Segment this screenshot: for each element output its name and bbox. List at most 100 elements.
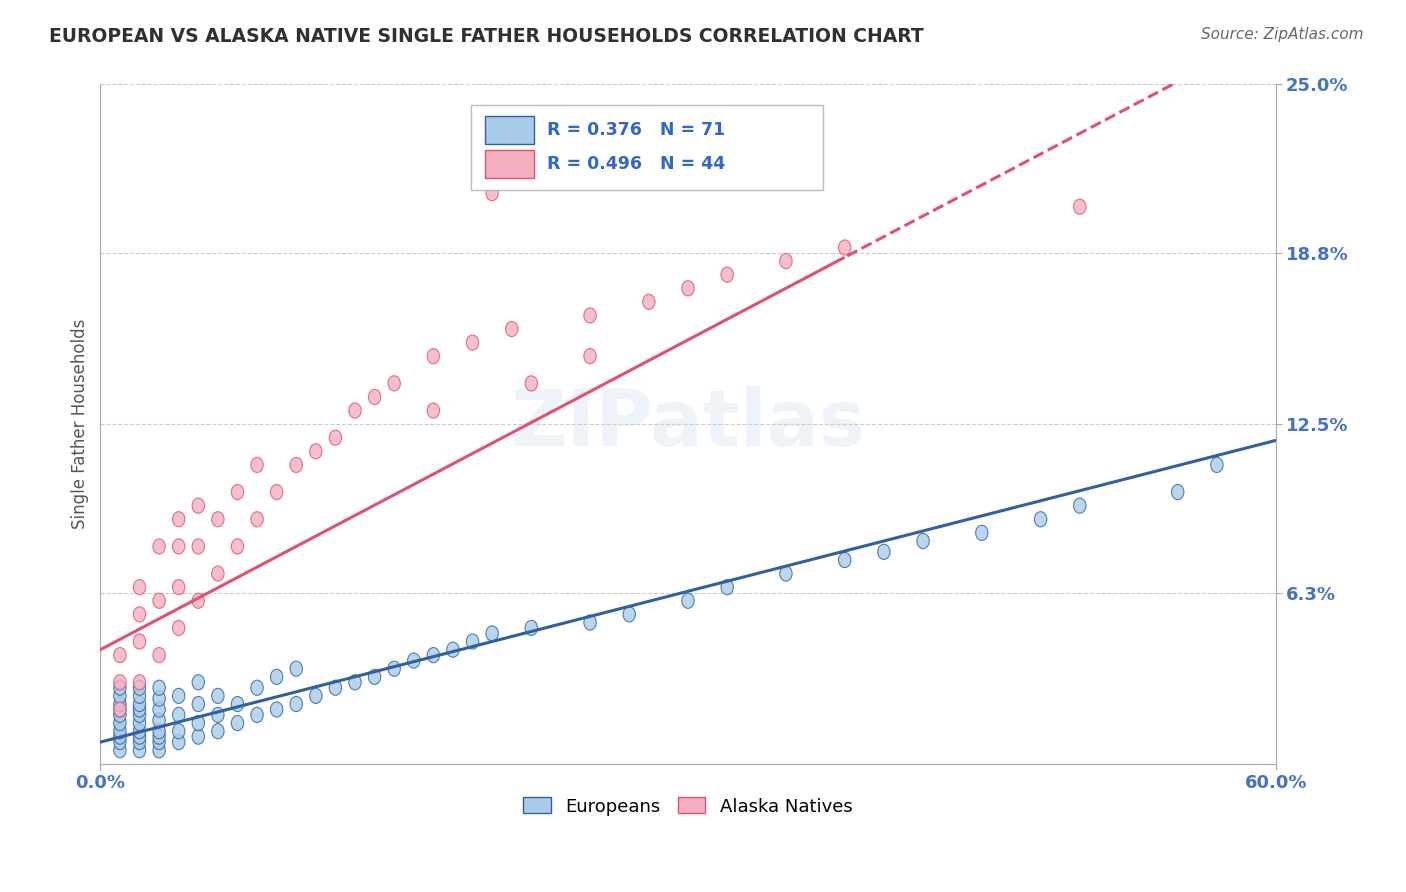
Ellipse shape [114, 743, 127, 758]
Ellipse shape [114, 702, 127, 717]
Ellipse shape [153, 734, 166, 749]
Ellipse shape [173, 539, 186, 554]
Ellipse shape [780, 253, 792, 268]
Ellipse shape [309, 689, 322, 704]
Ellipse shape [309, 443, 322, 458]
Ellipse shape [250, 458, 263, 473]
Ellipse shape [134, 689, 146, 704]
Ellipse shape [838, 552, 851, 567]
Ellipse shape [231, 697, 243, 712]
Ellipse shape [721, 267, 734, 282]
Ellipse shape [153, 593, 166, 608]
Ellipse shape [193, 593, 204, 608]
Ellipse shape [153, 713, 166, 728]
Ellipse shape [134, 697, 146, 712]
Ellipse shape [114, 723, 127, 739]
Ellipse shape [583, 349, 596, 364]
Ellipse shape [721, 580, 734, 595]
Ellipse shape [193, 498, 204, 513]
Ellipse shape [290, 661, 302, 676]
Ellipse shape [212, 566, 224, 582]
Ellipse shape [153, 723, 166, 739]
Ellipse shape [349, 674, 361, 690]
Ellipse shape [917, 533, 929, 549]
Ellipse shape [583, 615, 596, 630]
Text: Source: ZipAtlas.com: Source: ZipAtlas.com [1201, 27, 1364, 42]
Ellipse shape [780, 566, 792, 582]
Ellipse shape [134, 707, 146, 723]
Ellipse shape [114, 715, 127, 731]
Legend: Europeans, Alaska Natives: Europeans, Alaska Natives [516, 790, 860, 822]
Ellipse shape [173, 689, 186, 704]
Ellipse shape [623, 607, 636, 622]
Ellipse shape [231, 539, 243, 554]
Ellipse shape [212, 707, 224, 723]
Ellipse shape [193, 697, 204, 712]
Ellipse shape [193, 539, 204, 554]
Ellipse shape [1211, 458, 1223, 473]
Ellipse shape [134, 743, 146, 758]
Ellipse shape [173, 723, 186, 739]
Ellipse shape [153, 691, 166, 706]
Ellipse shape [114, 697, 127, 712]
Ellipse shape [231, 484, 243, 500]
Ellipse shape [524, 620, 537, 635]
Ellipse shape [114, 674, 127, 690]
Ellipse shape [173, 580, 186, 595]
Ellipse shape [173, 620, 186, 635]
Ellipse shape [1074, 199, 1085, 214]
Ellipse shape [467, 634, 478, 649]
Ellipse shape [114, 648, 127, 663]
Ellipse shape [250, 680, 263, 696]
Ellipse shape [212, 689, 224, 704]
Ellipse shape [447, 642, 460, 657]
Ellipse shape [682, 593, 695, 608]
Ellipse shape [134, 729, 146, 744]
Ellipse shape [368, 390, 381, 405]
Ellipse shape [976, 525, 988, 541]
FancyBboxPatch shape [485, 151, 534, 178]
FancyBboxPatch shape [485, 116, 534, 144]
Ellipse shape [467, 335, 478, 351]
Ellipse shape [270, 484, 283, 500]
Text: ZIPatlas: ZIPatlas [510, 386, 866, 462]
Ellipse shape [134, 734, 146, 749]
Ellipse shape [134, 634, 146, 649]
Ellipse shape [329, 680, 342, 696]
Text: R = 0.496   N = 44: R = 0.496 N = 44 [547, 155, 725, 173]
Ellipse shape [290, 458, 302, 473]
Ellipse shape [114, 689, 127, 704]
Ellipse shape [193, 729, 204, 744]
Ellipse shape [114, 734, 127, 749]
Ellipse shape [583, 308, 596, 323]
Ellipse shape [193, 674, 204, 690]
Ellipse shape [388, 376, 401, 391]
Ellipse shape [290, 697, 302, 712]
Ellipse shape [134, 674, 146, 690]
Ellipse shape [838, 240, 851, 255]
Ellipse shape [524, 376, 537, 391]
Ellipse shape [427, 648, 440, 663]
Ellipse shape [114, 707, 127, 723]
Ellipse shape [349, 403, 361, 418]
Ellipse shape [153, 539, 166, 554]
Y-axis label: Single Father Households: Single Father Households [72, 319, 89, 529]
Ellipse shape [231, 715, 243, 731]
Ellipse shape [153, 648, 166, 663]
Ellipse shape [114, 702, 127, 717]
Ellipse shape [270, 702, 283, 717]
Ellipse shape [153, 680, 166, 696]
Ellipse shape [153, 743, 166, 758]
Ellipse shape [153, 702, 166, 717]
Ellipse shape [173, 512, 186, 527]
Ellipse shape [134, 723, 146, 739]
Ellipse shape [1035, 512, 1047, 527]
Text: EUROPEAN VS ALASKA NATIVE SINGLE FATHER HOUSEHOLDS CORRELATION CHART: EUROPEAN VS ALASKA NATIVE SINGLE FATHER … [49, 27, 924, 45]
Ellipse shape [427, 349, 440, 364]
Ellipse shape [427, 403, 440, 418]
Ellipse shape [877, 544, 890, 559]
Ellipse shape [388, 661, 401, 676]
FancyBboxPatch shape [471, 105, 823, 190]
Ellipse shape [250, 512, 263, 527]
Ellipse shape [173, 707, 186, 723]
